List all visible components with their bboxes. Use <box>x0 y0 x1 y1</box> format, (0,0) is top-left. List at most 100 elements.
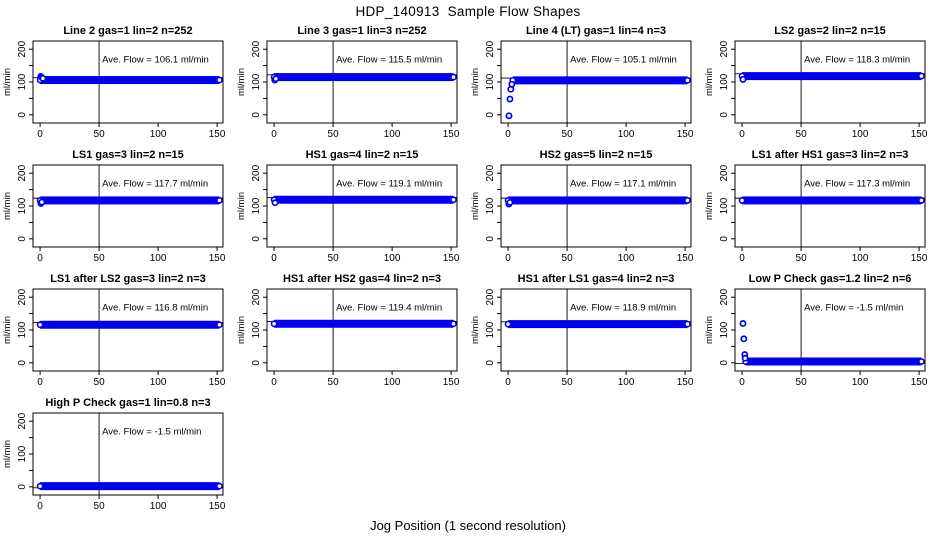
subplot-title: High P Check gas=1 lin=0.8 n=3 <box>45 397 210 409</box>
y-tick-label: 0 <box>17 484 28 490</box>
ave-flow-label: Ave. Flow = -1.5 ml/min <box>804 302 903 313</box>
x-tick-label: 100 <box>384 129 401 140</box>
data-point-open-circle <box>216 482 223 490</box>
plot-box <box>266 164 458 248</box>
y-tick-label: 100 <box>719 321 730 338</box>
ave-flow-label: Ave. Flow = 115.5 ml/min <box>336 54 442 65</box>
plot-box <box>734 164 926 248</box>
x-tick-label: 150 <box>677 377 694 388</box>
y-tick-label: 0 <box>251 360 262 366</box>
x-tick-label: 50 <box>796 377 808 388</box>
data-point-open-circle <box>684 197 691 204</box>
data-point-band <box>742 196 922 205</box>
x-tick-label: 150 <box>677 129 694 140</box>
subplot-chart: HS2 gas=5 lin=2 n=15 0 50 100 150 0 100 200 ml/m… <box>470 149 694 264</box>
data-point-band <box>512 76 688 85</box>
y-axis-title: ml/min <box>704 192 715 220</box>
data-point-band <box>40 76 220 85</box>
x-tick-label: 0 <box>505 377 511 388</box>
y-tick-label: 0 <box>485 112 496 118</box>
x-tick-label: 150 <box>911 129 928 140</box>
plot-box <box>500 288 692 372</box>
y-tick-label: 200 <box>485 40 496 57</box>
x-tick-label: 50 <box>562 377 574 388</box>
y-tick-label: 200 <box>719 288 730 305</box>
y-axis-title: ml/min <box>704 316 715 344</box>
x-tick-label: 150 <box>677 253 694 264</box>
data-point-open-circle <box>684 76 691 84</box>
data-point-open-circle <box>450 320 457 328</box>
subplot-cell: HS1 gas=4 lin=2 n=15 0 50 100 150 0 100 200 ml/m… <box>234 146 468 270</box>
y-tick-label: 100 <box>719 73 730 90</box>
data-point-band <box>274 73 454 82</box>
data-point-band <box>274 195 454 204</box>
y-axis-title: ml/min <box>470 68 481 96</box>
x-tick-label: 0 <box>37 253 43 264</box>
y-tick-label: 100 <box>251 73 262 90</box>
data-point-band <box>745 357 922 366</box>
subplot-title: Low P Check gas=1.2 lin=2 n=6 <box>749 273 912 285</box>
x-tick-label: 50 <box>328 253 340 264</box>
data-point-open-circle <box>270 320 278 328</box>
data-point-open-circle <box>505 112 513 120</box>
y-tick-label: 0 <box>17 112 28 118</box>
ave-flow-label: Ave. Flow = 119.4 ml/min <box>336 302 442 313</box>
x-tick-label: 150 <box>911 377 928 388</box>
ave-flow-label: Ave. Flow = 117.1 ml/min <box>570 178 676 189</box>
y-tick-label: 100 <box>17 321 28 338</box>
x-tick-label: 150 <box>209 377 226 388</box>
x-tick-label: 50 <box>94 501 106 512</box>
data-point-band <box>508 196 688 205</box>
x-tick-label: 100 <box>618 377 635 388</box>
subplot-cell: LS1 gas=3 lin=2 n=15 0 50 100 150 0 100 200 ml/m… <box>0 146 234 270</box>
y-tick-label: 0 <box>485 360 496 366</box>
subplot-cell: High P Check gas=1 lin=0.8 n=3 0 50 100 150 0… <box>0 394 234 518</box>
subplot-title: Line 3 gas=1 lin=3 n=252 <box>297 25 426 37</box>
data-point-open-circle <box>508 80 516 88</box>
data-point-open-circle <box>216 321 223 329</box>
subplot-title: LS1 gas=3 lin=2 n=15 <box>72 149 184 161</box>
ave-flow-label: Ave. Flow = 105.1 ml/min <box>570 54 677 65</box>
page-title: HDP_140913 Sample Flow Shapes <box>355 4 581 19</box>
y-tick-label: 200 <box>251 288 262 305</box>
y-tick-label: 100 <box>485 197 496 214</box>
data-point-open-circle <box>36 321 44 329</box>
subplot-chart: High P Check gas=1 lin=0.8 n=3 0 50 100 150 0… <box>2 397 226 512</box>
y-tick-label: 200 <box>719 40 730 57</box>
y-axis-title: ml/min <box>470 316 481 344</box>
x-axis-label: Jog Position (1 second resolution) <box>370 518 566 533</box>
y-tick-label: 200 <box>17 40 28 57</box>
data-point-open-circle <box>738 197 746 204</box>
subplot-title: HS1 gas=4 lin=2 n=15 <box>306 149 419 161</box>
x-tick-label: 150 <box>209 129 226 140</box>
data-point-band <box>742 72 922 81</box>
x-tick-label: 0 <box>739 129 745 140</box>
subplot-chart: Line 4 (LT) gas=1 lin=4 n=3 0 50 100 150 0 100… <box>470 25 694 140</box>
y-axis-title: ml/min <box>470 192 481 220</box>
y-axis-title: ml/min <box>236 68 247 96</box>
subplot-cell: Line 3 gas=1 lin=3 n=252 0 50 100 150 0 100 200… <box>234 22 468 146</box>
x-tick-label: 0 <box>271 377 277 388</box>
y-axis-title: ml/min <box>704 68 715 96</box>
data-point-open-circle <box>741 354 749 362</box>
x-tick-label: 50 <box>562 253 574 264</box>
subplot-title: HS2 gas=5 lin=2 n=15 <box>540 149 653 161</box>
y-tick-label: 100 <box>17 197 28 214</box>
subplot-chart: LS1 gas=3 lin=2 n=15 0 50 100 150 0 100 200 ml/m… <box>2 149 226 264</box>
x-tick-label: 150 <box>209 253 226 264</box>
subplot-title: Line 2 gas=1 lin=2 n=252 <box>63 25 192 37</box>
data-point-band <box>40 320 220 329</box>
x-tick-label: 50 <box>562 129 574 140</box>
data-point-open-circle <box>271 199 279 207</box>
x-tick-label: 0 <box>271 253 277 264</box>
ave-flow-label: Ave. Flow = 119.1 ml/min <box>336 178 442 189</box>
y-tick-label: 100 <box>251 197 262 214</box>
subplot-title: LS1 after LS2 gas=3 lin=2 n=3 <box>50 273 206 285</box>
y-tick-label: 0 <box>251 236 262 242</box>
y-tick-label: 100 <box>17 73 28 90</box>
data-point-open-circle <box>506 198 514 206</box>
subplot-cell: LS2 gas=2 lin=2 n=15 0 50 100 150 0 100 200 ml/m… <box>702 22 936 146</box>
data-point-band <box>40 196 220 205</box>
x-tick-label: 150 <box>443 377 460 388</box>
y-tick-label: 100 <box>485 321 496 338</box>
